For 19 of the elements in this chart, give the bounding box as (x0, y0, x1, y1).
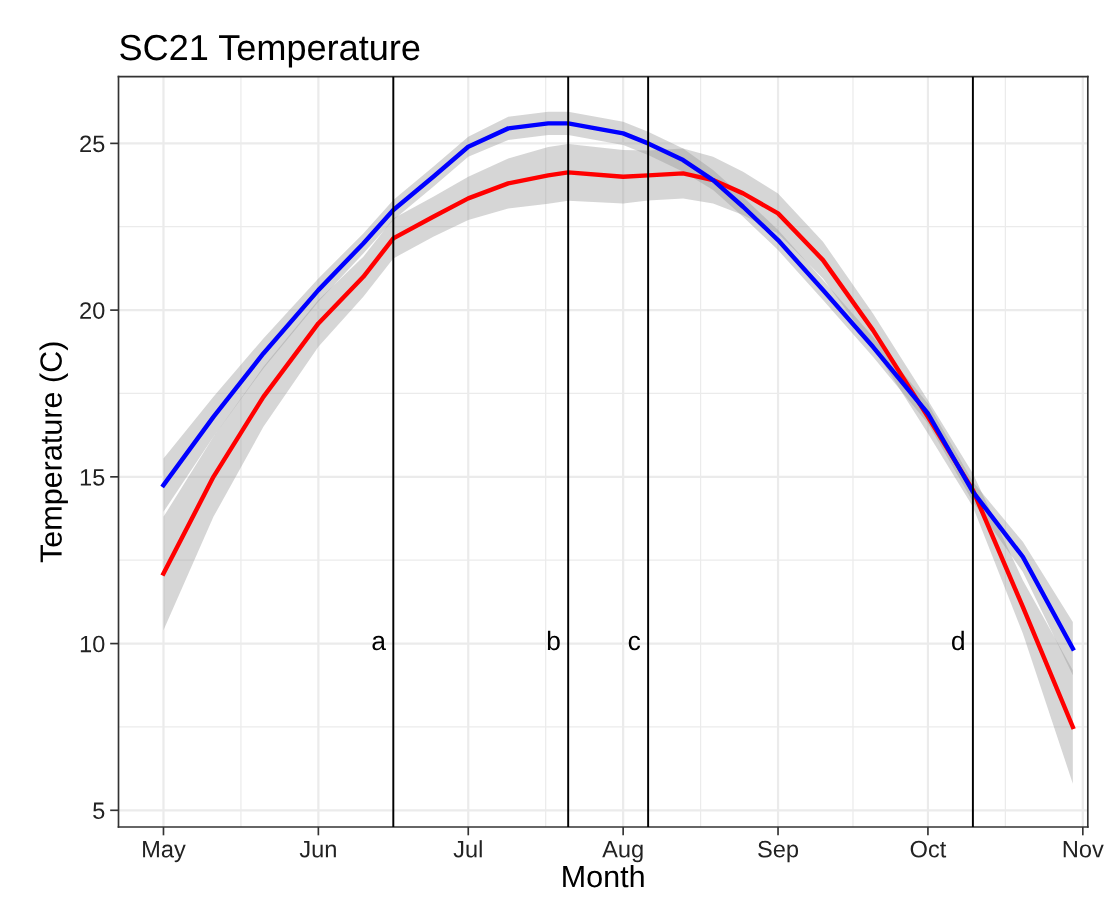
y-tick-label: 20 (80, 302, 105, 319)
y-axis-title: Temperature (C) (39, 342, 68, 563)
chart-title: SC21 Temperature (120, 34, 420, 68)
x-tick-label: Aug (602, 841, 643, 863)
ref-line-label: d (952, 630, 964, 651)
x-tick-label: May (143, 841, 186, 863)
y-tick-label: 25 (80, 135, 105, 153)
x-tick-label: Sep (758, 840, 799, 863)
y-tick-label: 10 (80, 635, 105, 653)
y-tick-label: 15 (80, 469, 105, 486)
y-tick-label: 5 (93, 802, 105, 820)
ref-line-label: b (547, 630, 560, 651)
x-tick-label: Nov (1063, 841, 1104, 858)
x-tick-label: Jul (453, 840, 482, 858)
x-tick-label: Jun (299, 841, 336, 858)
x-tick-label: Oct (910, 840, 947, 858)
ref-line-label: c (628, 635, 641, 651)
x-axis-title: Month (563, 864, 644, 888)
ref-line-label: a (372, 635, 386, 651)
